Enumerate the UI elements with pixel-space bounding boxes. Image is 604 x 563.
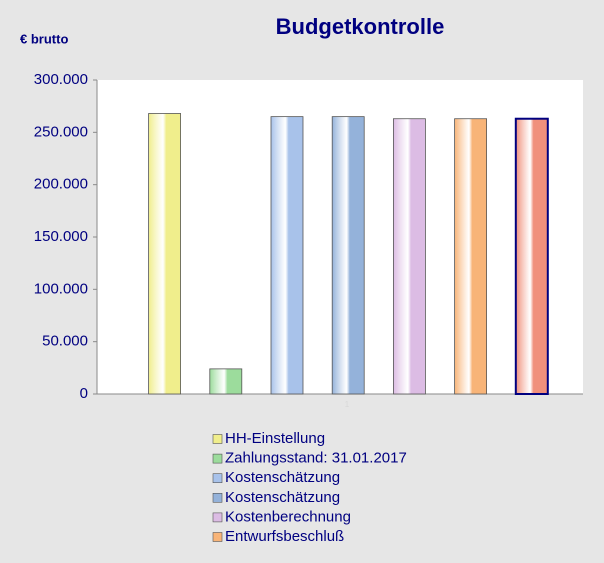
chart-title: Budgetkontrolle bbox=[276, 14, 445, 39]
legend-label: Zahlungsstand: 31.01.2017 bbox=[225, 450, 407, 467]
legend-swatch bbox=[212, 512, 223, 523]
y-tick-label: 250.000 bbox=[34, 123, 88, 140]
bar bbox=[514, 117, 549, 396]
legend-label: Entwurfsbeschluß bbox=[225, 528, 344, 545]
legend-label: Kostenberechnung bbox=[225, 508, 351, 525]
y-tick-label: 100.000 bbox=[34, 280, 88, 297]
x-tick-label: 1 bbox=[345, 400, 350, 409]
legend-label: Kostenschätzung bbox=[225, 489, 340, 506]
bar bbox=[331, 116, 365, 395]
legend-swatch bbox=[212, 453, 223, 464]
y-axis-label: € brutto bbox=[20, 31, 68, 46]
bar bbox=[270, 116, 304, 395]
bar bbox=[148, 113, 182, 395]
y-tick-label: 0 bbox=[80, 385, 88, 402]
bar bbox=[392, 118, 426, 395]
legend-swatch bbox=[212, 492, 223, 503]
y-tick-label: 50.000 bbox=[42, 333, 88, 350]
bar bbox=[209, 368, 243, 395]
legend-swatch bbox=[212, 473, 223, 484]
y-tick-label: 150.000 bbox=[34, 228, 88, 245]
legend-label: HH-Einstellung bbox=[225, 430, 325, 447]
y-tick-label: 200.000 bbox=[34, 176, 88, 193]
legend-swatch bbox=[212, 532, 223, 542]
legend-label: Kostenschätzung bbox=[225, 469, 340, 486]
bar bbox=[454, 118, 488, 395]
y-tick-label: 300.000 bbox=[34, 71, 88, 88]
legend-swatch bbox=[212, 434, 223, 444]
